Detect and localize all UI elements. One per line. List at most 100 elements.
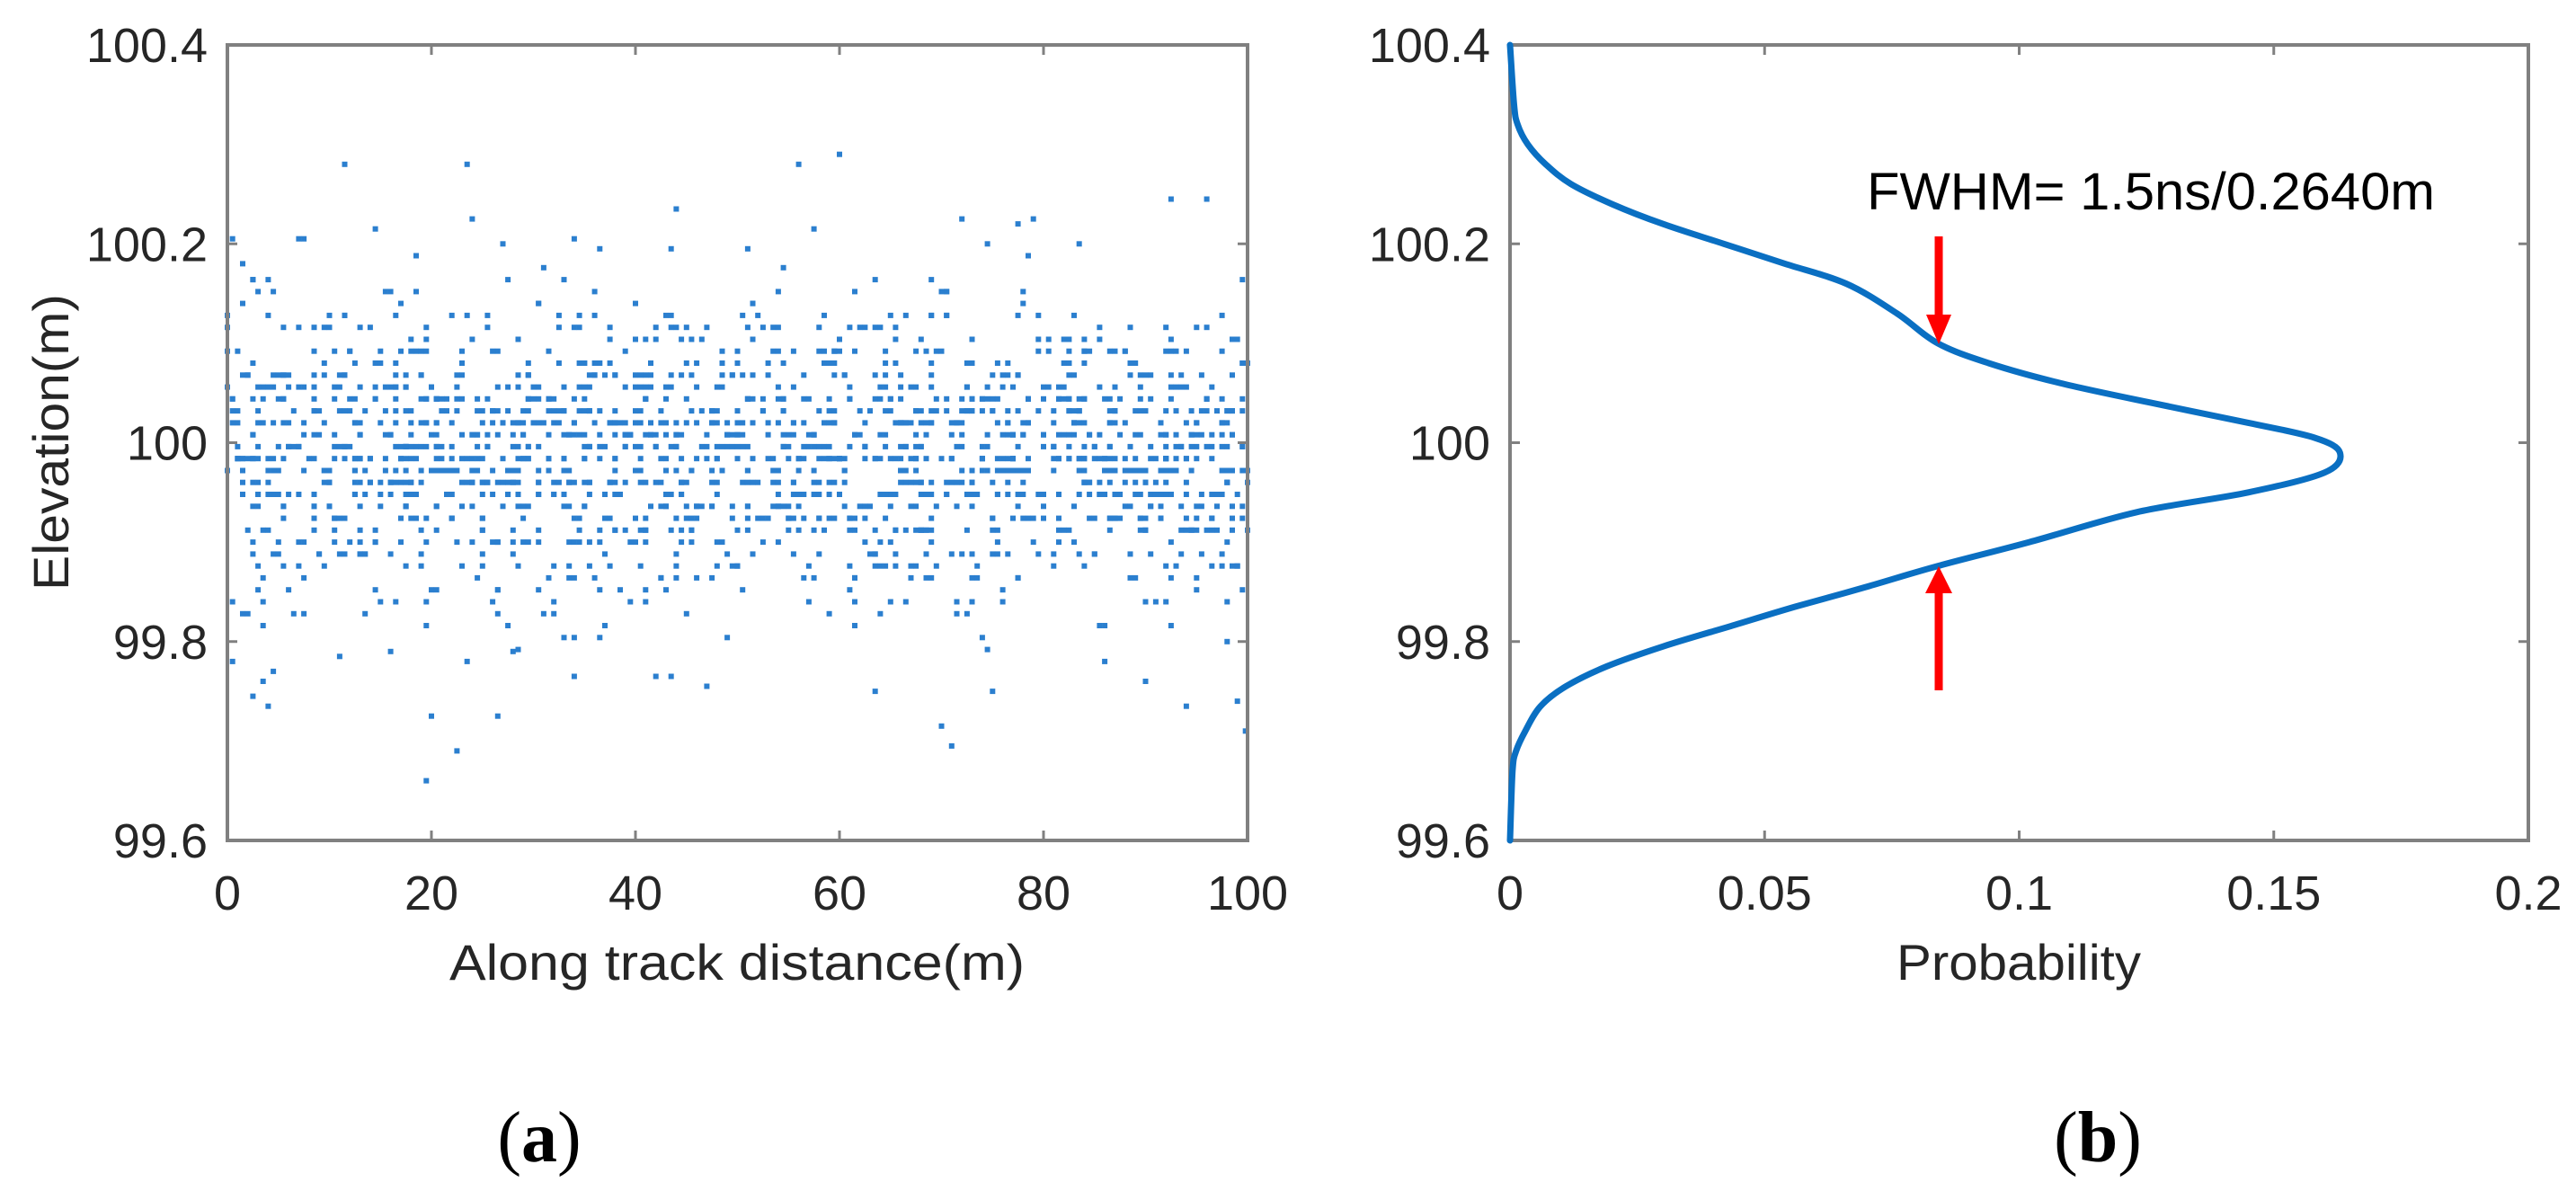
data-point: [540, 420, 546, 426]
data-point: [240, 372, 245, 378]
data-point: [1133, 467, 1139, 474]
data-point: [454, 384, 460, 390]
data-point: [286, 372, 292, 378]
data-point: [229, 395, 235, 402]
data-point: [271, 668, 277, 674]
data-point: [653, 479, 659, 485]
data-point: [908, 503, 914, 510]
data-point: [449, 515, 455, 521]
data-point: [801, 492, 807, 497]
data-point: [250, 539, 256, 546]
data-point: [1005, 467, 1011, 474]
data-point: [1076, 395, 1082, 402]
data-point: [1194, 527, 1200, 533]
data-point: [709, 408, 715, 414]
data-point: [571, 431, 577, 438]
data-point: [959, 467, 965, 474]
data-point: [883, 563, 889, 569]
y-axis-label: Elevation(m): [22, 294, 79, 591]
data-point: [1035, 492, 1042, 497]
data-point: [1163, 599, 1169, 605]
data-point: [775, 467, 781, 474]
data-point: [841, 503, 848, 510]
data-point: [984, 431, 990, 438]
data-point: [290, 610, 297, 617]
data-point: [719, 467, 725, 474]
data-point: [607, 360, 613, 366]
data-point: [822, 527, 827, 533]
x-tick-label: 0.1: [1985, 867, 2053, 920]
data-point: [612, 431, 618, 438]
data-point: [759, 324, 766, 331]
data-point: [648, 503, 653, 510]
data-point: [607, 479, 613, 485]
data-point: [357, 420, 363, 426]
data-point: [439, 467, 445, 474]
data-point: [637, 420, 644, 426]
data-point: [1214, 503, 1220, 510]
data-point: [418, 563, 424, 569]
data-point: [918, 479, 924, 485]
data-point: [515, 563, 521, 569]
data-point: [893, 492, 899, 497]
data-point: [923, 551, 929, 557]
data-point: [1041, 384, 1046, 390]
data-point: [1051, 420, 1057, 426]
data-point: [423, 336, 430, 342]
data-point: [296, 236, 302, 242]
data-point: [336, 653, 342, 660]
data-point: [520, 456, 527, 462]
data-point: [795, 161, 802, 167]
data-point: [637, 467, 644, 474]
data-point: [1183, 348, 1189, 354]
data-point: [591, 360, 598, 366]
data-point: [439, 443, 445, 449]
data-point: [1148, 372, 1154, 378]
data-point: [1066, 456, 1072, 462]
data-point: [1056, 515, 1061, 521]
data-point: [551, 610, 557, 617]
data-point: [668, 245, 674, 252]
data-point: [790, 492, 796, 497]
data-point: [357, 384, 363, 390]
data-point: [393, 312, 399, 318]
data-point: [469, 216, 475, 222]
data-point: [1005, 456, 1011, 462]
data-point: [520, 420, 527, 426]
data-point: [393, 395, 399, 402]
data-point: [990, 515, 996, 521]
data-point: [475, 574, 481, 581]
data-point: [887, 408, 893, 414]
data-point: [734, 443, 741, 449]
data-point: [490, 348, 496, 354]
data-point: [744, 324, 751, 331]
data-point: [475, 467, 481, 474]
data-point: [872, 527, 878, 533]
data-point: [1204, 443, 1210, 449]
data-point: [979, 635, 985, 641]
data-point: [637, 408, 644, 414]
data-point: [244, 527, 251, 533]
data-point: [679, 527, 685, 533]
data-point: [744, 467, 751, 474]
data-point: [444, 467, 449, 474]
data-point: [546, 467, 552, 474]
data-point: [260, 574, 266, 581]
data-point: [536, 443, 542, 449]
data-point: [959, 420, 965, 426]
data-point: [403, 563, 409, 569]
data-point: [948, 456, 955, 462]
data-point: [837, 151, 842, 157]
data-point: [332, 431, 338, 438]
data-point: [1178, 443, 1185, 449]
data-point: [831, 408, 838, 414]
data-point: [688, 527, 695, 533]
data-point: [484, 324, 491, 331]
data-point: [1061, 336, 1067, 342]
data-point: [1239, 408, 1246, 414]
data-point: [622, 527, 628, 533]
data-point: [1188, 408, 1195, 414]
data-point: [1087, 492, 1093, 497]
data-point: [801, 456, 807, 462]
data-point: [954, 420, 960, 426]
